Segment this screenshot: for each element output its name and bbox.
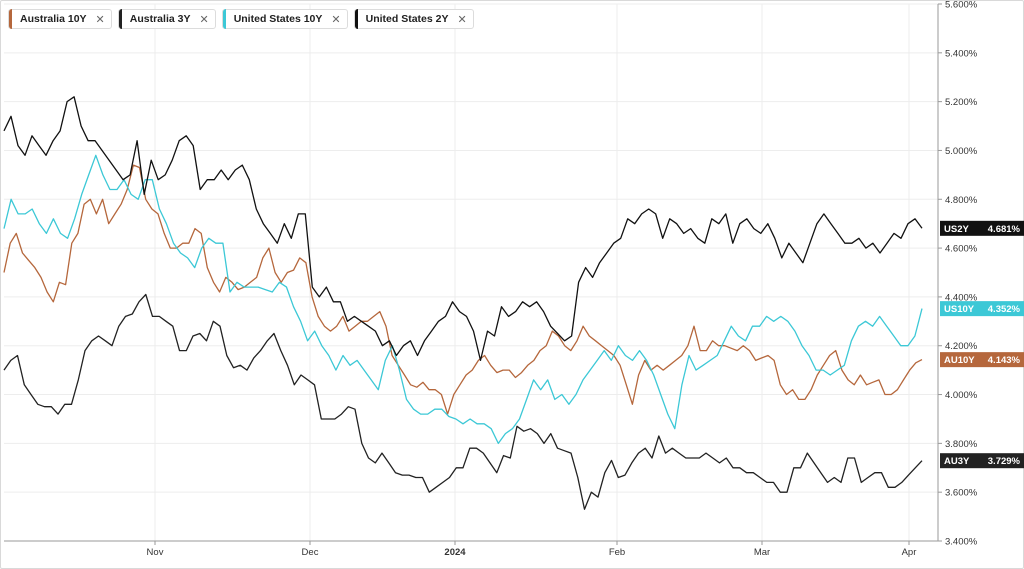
tag-background [940, 453, 1024, 469]
x-tick-label: Mar [754, 547, 770, 558]
legend-chip-australia-10y[interactable]: Australia 10Y ✕ [8, 9, 112, 29]
y-tick-label: 5.600% [945, 0, 978, 11]
tag-series-label: US10Y [944, 304, 975, 315]
grid [4, 3, 938, 542]
axes: 3.400% 3.600% 3.800% 4.000% 4.200% 4.400% 4.60… [4, 0, 978, 558]
tag-series-label: AU10Y [944, 355, 975, 366]
legend-label: Australia 3Y [129, 13, 191, 25]
last-value-tag-au3y: AU3Y 3.729% [940, 453, 1024, 469]
x-tick-label: Feb [609, 547, 625, 558]
tag-value-label: 4.352% [988, 304, 1021, 315]
x-tick-label: Dec [302, 547, 319, 558]
tag-background [940, 301, 1024, 317]
tag-background [940, 220, 1024, 236]
y-tick-label: 4.200% [945, 341, 978, 352]
close-icon[interactable]: ✕ [331, 13, 341, 26]
tag-series-label: AU3Y [944, 456, 970, 467]
x-tick-label: 2024 [444, 547, 466, 558]
y-tick-label: 3.400% [945, 537, 978, 548]
legend-swatch [222, 9, 226, 29]
series-line-us2y[interactable] [3, 96, 923, 362]
legend: Australia 10Y ✕ Australia 3Y ✕ United St… [8, 9, 474, 29]
legend-swatch [354, 9, 358, 29]
last-value-tag-us2y: US2Y 4.681% [940, 220, 1024, 236]
y-tick-label: 3.600% [945, 488, 978, 499]
series-lines [3, 96, 923, 510]
legend-chip-australia-3y[interactable]: Australia 3Y ✕ [117, 9, 216, 29]
x-tick-label: Apr [902, 547, 917, 558]
y-tick-label: 4.400% [945, 292, 978, 303]
close-icon[interactable]: ✕ [199, 13, 209, 26]
x-tick-label: Nov [147, 547, 164, 558]
legend-swatch [118, 9, 122, 29]
tag-series-label: US2Y [944, 224, 969, 235]
close-icon[interactable]: ✕ [95, 13, 105, 26]
last-value-tag-au10y: AU10Y 4.143% [940, 352, 1024, 368]
y-tick-label: 5.000% [945, 146, 978, 157]
legend-label: United States 10Y [233, 13, 323, 25]
legend-swatch [9, 9, 12, 29]
y-tick-label: 5.400% [945, 48, 978, 59]
last-value-tags: AU10Y 4.143% AU3Y 3.729% US10Y 4.352% US2Y 4.68… [940, 220, 1024, 469]
tag-background [940, 352, 1024, 368]
tag-value-label: 4.681% [988, 224, 1021, 235]
last-value-tag-us10y: US10Y 4.352% [940, 301, 1024, 317]
series-line-au3y[interactable] [3, 293, 923, 510]
series-line-us10y[interactable] [3, 154, 923, 445]
legend-label: Australia 10Y [20, 13, 87, 25]
y-tick-label: 4.800% [945, 195, 978, 206]
y-tick-label: 5.200% [945, 97, 978, 108]
legend-label: United States 2Y [365, 13, 449, 25]
legend-chip-united-states-10y[interactable]: United States 10Y ✕ [221, 9, 348, 29]
legend-chip-united-states-2y[interactable]: United States 2Y ✕ [353, 9, 474, 29]
y-tick-label: 3.800% [945, 439, 978, 450]
tag-value-label: 4.143% [988, 355, 1021, 366]
close-icon[interactable]: ✕ [457, 13, 467, 26]
series-line-au10y[interactable] [3, 164, 923, 415]
y-tick-label: 4.000% [945, 390, 978, 401]
y-tick-label: 4.600% [945, 244, 978, 255]
tag-value-label: 3.729% [988, 456, 1021, 467]
